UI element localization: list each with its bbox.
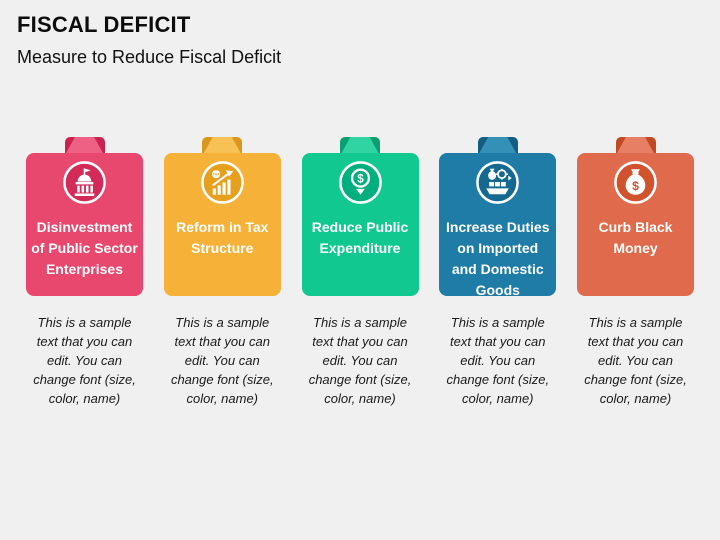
- sample-text-block: This is a sample text that you can edit.…: [308, 315, 412, 406]
- card-body[interactable]: TAX Reform in Tax Structure: [163, 153, 281, 296]
- cards-row: Disinvestment of Public Sector Enterpris…: [0, 137, 720, 298]
- ribbon-ornament: [202, 137, 243, 153]
- sample-text-block: This is a sample text that you can edit.…: [584, 315, 687, 406]
- card-label: Disinvestment of Public Sector Enterpris…: [31, 219, 138, 277]
- government-building-icon: [63, 161, 106, 204]
- ribbon-ornament: [615, 137, 656, 153]
- sample-text-block: This is a sample text that you can edit.…: [446, 315, 550, 406]
- svg-text:$: $: [632, 179, 639, 193]
- cargo-ship-duties-icon: [476, 161, 520, 204]
- card-reduce-expenditure[interactable]: $ Reduce Public Expenditure: [301, 137, 419, 296]
- ribbon-ornament: [64, 137, 105, 153]
- ribbon-ornament: [340, 137, 380, 153]
- tax-growth-chart-icon: TAX: [200, 161, 244, 204]
- card-curb-black-money[interactable]: $ Curb Black Money: [577, 137, 694, 296]
- card-increase-duties[interactable]: Increase Duties on Imported and Domestic…: [439, 137, 557, 298]
- card-disinvestment[interactable]: Disinvestment of Public Sector Enterpris…: [26, 137, 143, 296]
- money-bag-icon: $: [614, 161, 657, 204]
- dollar-down-arrow-icon: $: [338, 161, 382, 204]
- card-label: Reduce Public Expenditure: [311, 219, 409, 256]
- svg-text:$: $: [357, 173, 364, 186]
- page-title: FISCAL DEFICIT: [17, 12, 191, 37]
- card-body[interactable]: $ Curb Black Money: [577, 153, 694, 296]
- sample-text-block: This is a sample text that you can edit.…: [33, 315, 136, 406]
- slide-header: FISCAL DEFICIT Measure to Reduce Fiscal …: [17, 12, 697, 69]
- card-body[interactable]: Disinvestment of Public Sector Enterpris…: [26, 153, 143, 296]
- page-subtitle: Measure to Reduce Fiscal Deficit: [17, 47, 282, 67]
- card-tax-reform[interactable]: TAX Reform in Tax Structure: [163, 137, 281, 296]
- card-body[interactable]: $ Reduce Public Expenditure: [301, 153, 419, 296]
- card-label: Curb Black Money: [598, 219, 673, 256]
- card-label: Increase Duties on Imported and Domestic…: [446, 219, 550, 298]
- card-body[interactable]: Increase Duties on Imported and Domestic…: [439, 153, 557, 298]
- samples-row: This is a sample text that you can edit.…: [0, 313, 720, 408]
- ribbon-ornament: [477, 137, 518, 153]
- card-label: Reform in Tax Structure: [176, 219, 269, 256]
- svg-text:TAX: TAX: [212, 173, 219, 177]
- sample-text-block: This is a sample text that you can edit.…: [170, 315, 274, 406]
